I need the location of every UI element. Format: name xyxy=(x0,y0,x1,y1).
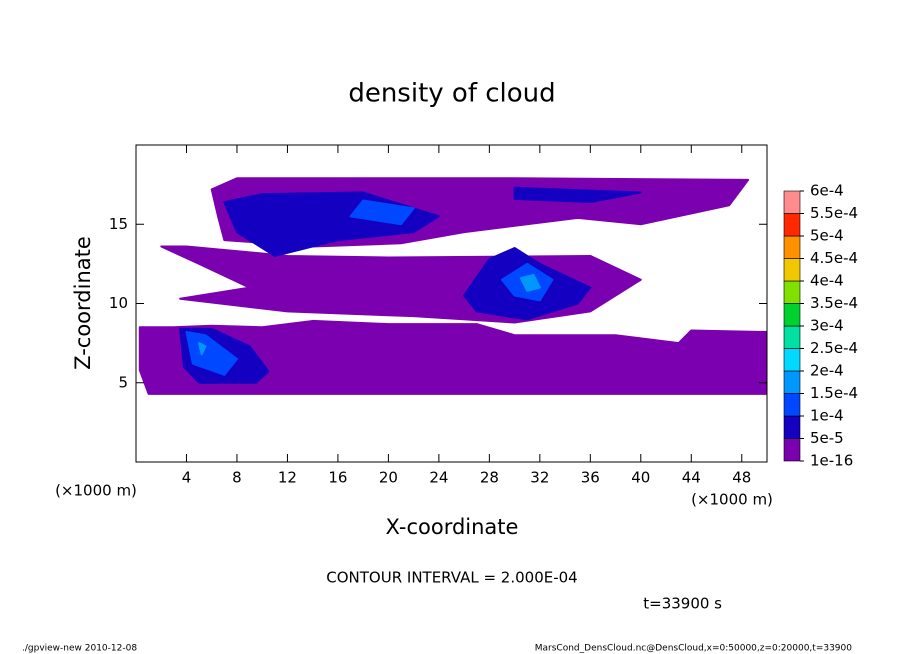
x-tick-label: 20 xyxy=(379,469,398,487)
x-tick-label: 12 xyxy=(278,469,297,487)
colorbar-box xyxy=(783,213,801,237)
y-tick-label: 5 xyxy=(118,373,128,391)
x-unit-right: (×1000 m) xyxy=(691,491,773,509)
colorbar-box xyxy=(783,303,801,327)
chart-title: density of cloud xyxy=(348,79,555,109)
x-tick-label: 16 xyxy=(328,469,347,487)
y-axis-label: Z-coordinate xyxy=(71,236,95,370)
colorbar-label: 4.5e-4 xyxy=(810,249,858,267)
colorbar-label: 6e-4 xyxy=(810,182,844,200)
colorbar-label: 1e-4 xyxy=(810,407,844,425)
colorbar-box xyxy=(783,393,801,417)
colorbar-box xyxy=(783,348,801,372)
contour-region xyxy=(519,273,541,292)
colorbar-label: 1.5e-4 xyxy=(810,384,858,402)
colorbar-label: 5e-4 xyxy=(810,227,844,245)
x-tick-label: 28 xyxy=(480,469,499,487)
contour-interval: CONTOUR INTERVAL = 2.000E-04 xyxy=(326,569,577,587)
x-tick-label: 36 xyxy=(581,469,600,487)
colorbar-box xyxy=(783,325,801,349)
x-tick-label: 44 xyxy=(682,469,701,487)
colorbar-label: 5.5e-4 xyxy=(810,204,858,222)
colorbar-label: 1e-16 xyxy=(810,452,853,470)
x-tick-label: 40 xyxy=(631,469,650,487)
colorbar-label: 3.5e-4 xyxy=(810,294,858,312)
colorbar-box xyxy=(783,370,801,394)
x-axis-label: X-coordinate xyxy=(386,515,519,539)
colorbar-label: 5e-5 xyxy=(810,429,844,447)
y-tick-label: 15 xyxy=(109,215,128,233)
time-label: t=33900 s xyxy=(643,595,722,613)
contour-region xyxy=(513,186,642,204)
contour-field xyxy=(138,177,767,395)
colorbar-box xyxy=(783,415,801,439)
contour-region xyxy=(138,319,767,395)
x-tick-label: 8 xyxy=(232,469,242,487)
contour-region xyxy=(198,342,207,356)
colorbar-label: 3e-4 xyxy=(810,317,844,335)
x-tick-label: 48 xyxy=(732,469,751,487)
x-tick-label: 32 xyxy=(530,469,549,487)
x-unit-left: (×1000 m) xyxy=(55,482,137,500)
contour-region xyxy=(349,199,415,226)
x-tick-label: 24 xyxy=(429,469,448,487)
footer-right: MarsCond_DensCloud.nc@DensCloud,x=0:5000… xyxy=(535,644,852,654)
colorbar-label: 4e-4 xyxy=(810,272,844,290)
x-tick-label: 4 xyxy=(182,469,192,487)
colorbar-box xyxy=(783,190,801,214)
colorbar-box xyxy=(783,258,801,282)
colorbar-box xyxy=(783,235,801,259)
colorbar-box xyxy=(783,438,801,462)
colorbar-label: 2e-4 xyxy=(810,362,844,380)
y-tick-label: 10 xyxy=(109,294,128,312)
colorbar-box xyxy=(783,280,801,304)
footer-left: ./gpview-new 2010-12-08 xyxy=(22,644,137,654)
colorbar-label: 2.5e-4 xyxy=(810,339,858,357)
